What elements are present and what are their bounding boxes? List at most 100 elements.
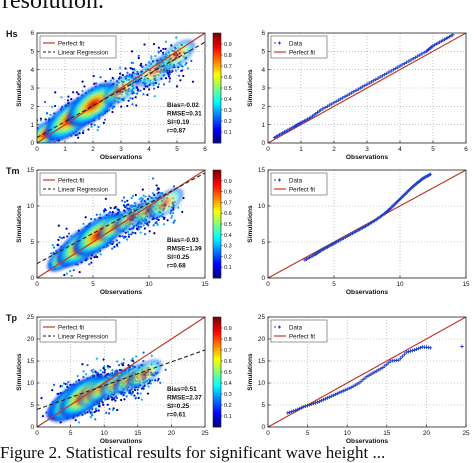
colorbar-segment xyxy=(213,240,221,243)
colorbar-segment xyxy=(213,215,221,218)
scatter-point xyxy=(159,381,162,384)
scatter-point xyxy=(53,246,56,249)
x-tick-label: 1 xyxy=(63,146,67,153)
colorbar-segment xyxy=(213,95,221,98)
scatter-point xyxy=(191,80,195,83)
y-tick-label: 0 xyxy=(30,140,34,147)
scatter-point xyxy=(81,363,84,366)
scatter-point xyxy=(175,85,179,88)
y-tick-label: 2 xyxy=(261,104,265,111)
scatter-point xyxy=(91,411,94,414)
scatter-point xyxy=(156,223,159,226)
legend-label: Perfect fit xyxy=(289,334,315,341)
colorbar: 0.9 0.8 0.7 0.6 0.5 0.4 0.3 0.2 0.1 xyxy=(212,32,232,144)
colorbar: 0.9 0.8 0.7 0.6 0.5 0.4 0.3 0.2 0.1 xyxy=(212,169,232,279)
scatter-point xyxy=(173,219,176,222)
qq-point xyxy=(422,50,426,55)
qq-point xyxy=(402,352,407,356)
qq-point xyxy=(375,369,379,373)
y-tick-label: 0 xyxy=(30,275,34,282)
qq-point xyxy=(361,377,365,382)
colorbar-segment xyxy=(213,397,221,400)
qq-point xyxy=(393,66,398,71)
qq-point xyxy=(286,411,290,415)
stats-text: SI=0.19 xyxy=(167,119,190,126)
scatter-point xyxy=(179,79,182,82)
scatter-point xyxy=(97,409,100,412)
scatter-point xyxy=(111,76,114,80)
colorbar-segment xyxy=(213,364,221,367)
colorbar-segment xyxy=(213,106,221,109)
y-tick-label: 10 xyxy=(258,203,266,210)
scatter-point xyxy=(111,408,114,412)
scatter-point xyxy=(164,368,167,371)
scatter-point xyxy=(157,191,160,194)
scatter-point xyxy=(82,129,85,132)
scatter-point xyxy=(103,118,107,121)
colorbar-tick-label: 0.5 xyxy=(224,86,232,92)
qq-point xyxy=(365,82,369,87)
x-tick-label: 15 xyxy=(134,430,142,437)
scatter-point xyxy=(171,212,175,215)
scatter-point xyxy=(57,224,60,227)
scatter-point xyxy=(170,70,173,74)
colorbar-segment xyxy=(213,353,221,356)
scatter-point xyxy=(92,368,95,371)
y-tick-label: 0 xyxy=(30,424,34,431)
x-tick-label: 6 xyxy=(203,146,207,153)
scatter-point xyxy=(99,369,102,372)
colorbar-segment xyxy=(213,392,221,395)
qq-point xyxy=(371,78,376,83)
scatter-point xyxy=(96,371,99,374)
panel-hs-scatter: Perfect fit Linear Regression Bias=-0.02 RM… xyxy=(6,29,207,161)
scatter-point xyxy=(82,222,85,225)
y-tick-label: 0 xyxy=(261,424,265,431)
scatter-point xyxy=(95,213,98,216)
legend-label: Perfect fit xyxy=(58,41,84,48)
y-tick-label: 15 xyxy=(258,167,266,174)
colorbar-segment xyxy=(213,124,221,127)
scatter-point xyxy=(142,351,145,354)
scatter-point xyxy=(63,273,66,277)
qq-point xyxy=(391,67,396,72)
qq-point xyxy=(339,390,344,394)
scatter-point xyxy=(52,383,56,387)
scatter-point xyxy=(94,82,98,85)
x-tick-label: 0 xyxy=(266,146,270,153)
qq-point xyxy=(381,365,385,370)
x-tick-label: 6 xyxy=(464,146,468,153)
x-tick-label: 4 xyxy=(398,146,402,153)
colorbar-segment xyxy=(213,421,221,424)
scatter-point xyxy=(142,360,145,363)
qq-point xyxy=(293,408,298,413)
scatter-point xyxy=(168,77,172,80)
qq-point xyxy=(376,76,380,81)
scatter-point xyxy=(78,271,81,274)
stats-text: Bias=0.51 xyxy=(167,386,197,393)
colorbar-segment xyxy=(213,386,221,389)
colorbar-segment xyxy=(213,102,221,105)
qq-point xyxy=(412,348,417,352)
x-tick-label: 10 xyxy=(101,430,109,437)
scatter-point xyxy=(141,188,144,191)
scatter-point xyxy=(41,414,45,418)
plot-area xyxy=(268,33,466,143)
qq-point xyxy=(353,383,357,387)
qq-point xyxy=(327,103,332,107)
scatter-point xyxy=(126,199,129,202)
variable-label: Tm xyxy=(6,166,20,176)
scatter-point xyxy=(142,93,145,96)
x-tick-label: 25 xyxy=(462,430,470,437)
colorbar-segment xyxy=(213,355,221,358)
colorbar-tick-label: 0.6 xyxy=(224,359,232,365)
qq-point xyxy=(321,106,325,111)
scatter-point xyxy=(99,213,102,216)
colorbar-tick-label: 0.7 xyxy=(224,64,232,70)
colorbar-tick-label: 0.6 xyxy=(224,211,232,217)
scatter-point xyxy=(150,55,153,58)
colorbar-segment xyxy=(213,110,221,113)
colorbar-segment xyxy=(213,47,221,50)
colorbar-segment xyxy=(213,425,221,428)
legend-box xyxy=(39,35,117,59)
colorbar-segment xyxy=(213,58,221,61)
